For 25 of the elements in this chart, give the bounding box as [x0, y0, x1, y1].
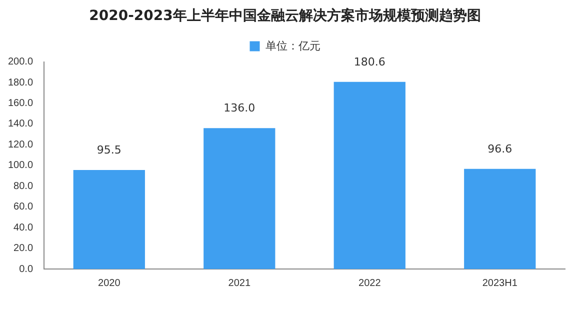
x-tick-label: 2023H1 [482, 278, 518, 289]
data-label: 136.0 [224, 101, 256, 114]
y-tick-label: 40.0 [14, 222, 34, 234]
bar [73, 170, 145, 269]
data-label: 96.6 [488, 142, 512, 156]
y-tick-label: 140.0 [8, 118, 34, 130]
legend-label: 单位：亿元 [265, 39, 320, 52]
bar [334, 82, 406, 269]
y-tick-label: 100.0 [8, 160, 34, 172]
y-tick-label: 200.0 [8, 56, 34, 68]
data-label: 180.6 [354, 55, 386, 68]
y-tick-label: 60.0 [14, 202, 34, 213]
bar [204, 128, 276, 269]
data-label: 95.5 [96, 143, 122, 156]
x-tick-label: 2022 [358, 278, 382, 289]
y-tick-label: 120.0 [8, 139, 34, 150]
x-tick-label: 2020 [98, 278, 121, 289]
y-tick-label: 20.0 [14, 243, 34, 254]
y-tick-label: 80.0 [14, 180, 34, 192]
bar [464, 168, 536, 269]
chart-title: 2020-2023年上半年中国金融云解决方案市场规模预测趋势图 [89, 7, 481, 24]
y-tick-label: 160.0 [8, 98, 34, 109]
y-tick-label: 0.0 [19, 264, 34, 275]
x-tick-label: 2021 [228, 278, 251, 289]
y-tick-label: 180.0 [8, 77, 34, 88]
